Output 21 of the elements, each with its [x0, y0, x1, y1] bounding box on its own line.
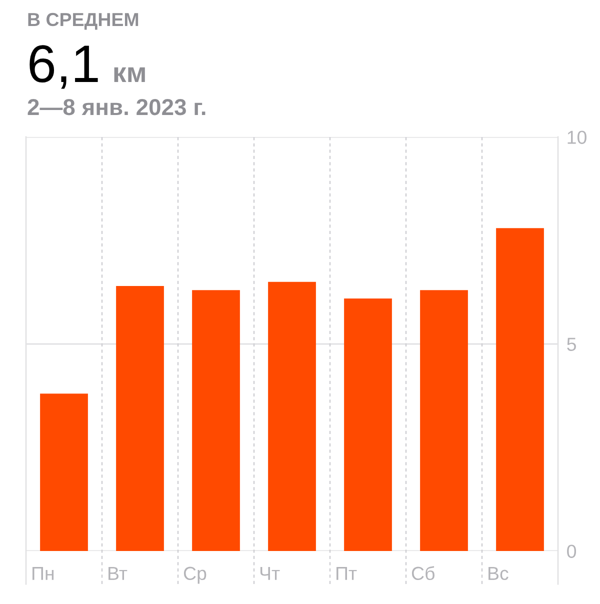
x-tick-label: Вс — [488, 566, 508, 580]
chart-title: В СРЕДНЕМ — [28, 12, 138, 30]
text: км — [114, 67, 145, 82]
bar — [268, 282, 316, 551]
y-tick-label: 10 — [568, 130, 586, 144]
x-tick-label: Вт — [108, 566, 128, 580]
x-tick-label: Чт — [260, 566, 280, 580]
x-tick-label: Пт — [336, 566, 357, 580]
text: 6,1 — [30, 45, 98, 89]
y-tick-label: 5 — [567, 338, 576, 351]
bar — [192, 290, 240, 551]
bar — [496, 228, 544, 551]
bar — [344, 298, 392, 551]
chart-subtitle: 2—8 янв. 2023 г. — [28, 99, 206, 116]
bar — [420, 290, 468, 551]
bar — [40, 394, 88, 551]
y-tick-label: 0 — [567, 544, 576, 558]
x-tick-label: Пн — [32, 566, 54, 580]
x-tick-label: Сб — [412, 566, 434, 580]
x-tick-label: Ср — [184, 566, 206, 584]
bar — [116, 286, 164, 551]
